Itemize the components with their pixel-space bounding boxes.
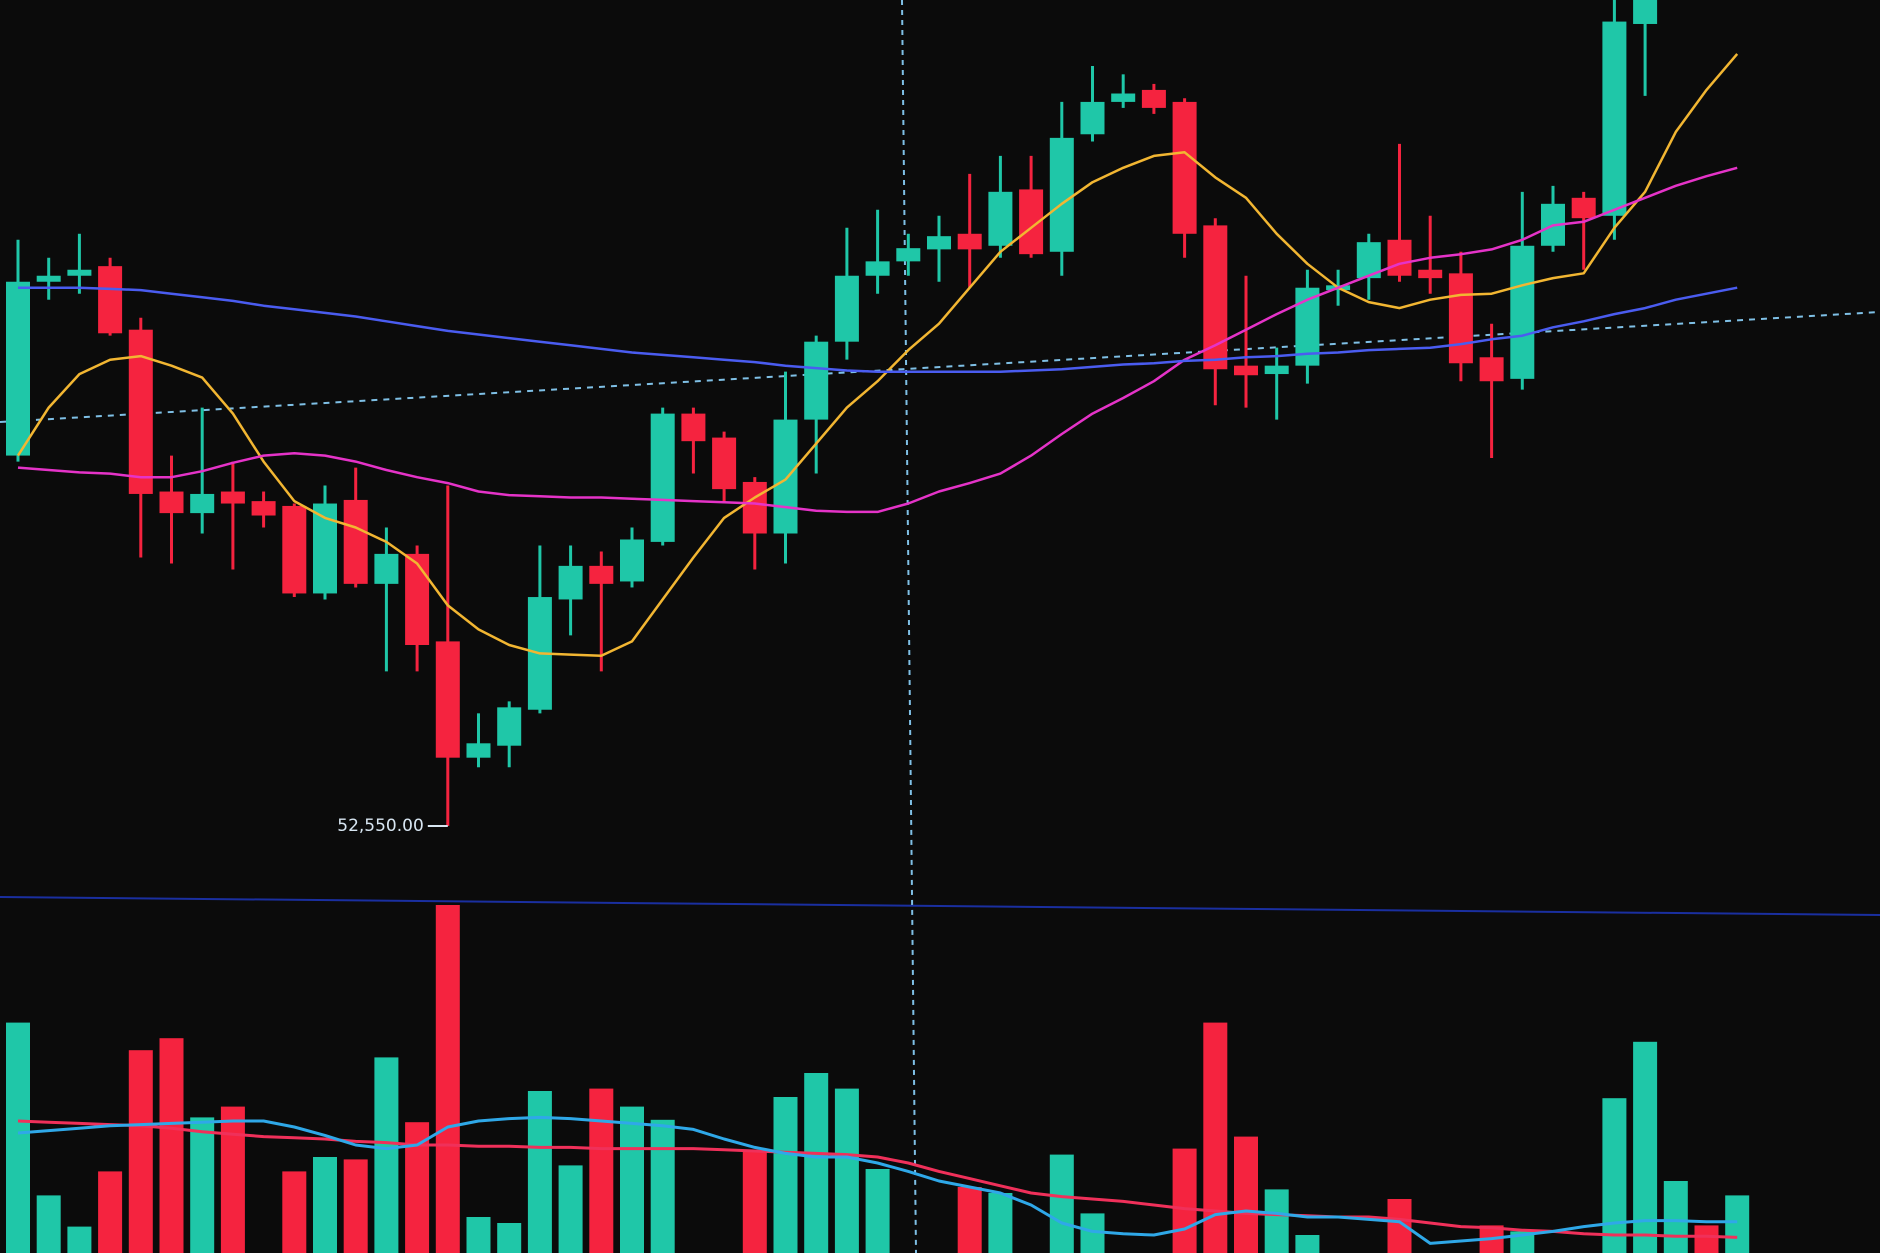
volume-bar <box>527 1091 552 1253</box>
pane-divider <box>0 896 1880 916</box>
volume-bar <box>558 1165 583 1253</box>
candle-body <box>36 275 61 282</box>
candle-body <box>1510 245 1535 379</box>
candle-body <box>98 266 123 334</box>
volume-bar <box>1049 1154 1074 1253</box>
candle-body <box>282 505 307 594</box>
volume-bar <box>1172 1148 1197 1253</box>
candle-body <box>405 553 430 645</box>
volume-bar <box>98 1171 123 1253</box>
volume-bar <box>405 1122 430 1253</box>
candle-body <box>1479 357 1504 382</box>
crosshair-horizontal <box>0 311 1880 423</box>
candle-body <box>896 248 921 262</box>
volume-bar <box>1602 1098 1627 1253</box>
volume-bar <box>834 1088 859 1253</box>
candle-body <box>1602 21 1627 216</box>
volume-pane <box>6 905 1750 1253</box>
low-label: 52,550.00 <box>337 816 424 836</box>
candle-body <box>1448 273 1473 364</box>
volume-bar <box>1633 1041 1658 1253</box>
candle-body <box>1418 269 1443 279</box>
candle-body <box>1633 0 1658 24</box>
volume-bar <box>67 1226 92 1253</box>
candle-body <box>957 233 982 250</box>
volume-bar <box>313 1157 337 1253</box>
candle-body <box>1080 101 1105 135</box>
volume-bar <box>435 905 460 1253</box>
candle-body <box>1264 365 1289 375</box>
candle-body <box>650 413 675 542</box>
candle-body <box>1172 101 1197 234</box>
volume-bar <box>6 1022 30 1253</box>
volume-bar <box>159 1038 184 1253</box>
volume-bar <box>220 1106 245 1253</box>
volume-bar <box>1295 1235 1320 1253</box>
candle-body <box>1203 225 1228 370</box>
candle-body <box>1111 93 1136 102</box>
candle-body <box>1234 365 1258 376</box>
volume-bar <box>190 1117 215 1253</box>
candle-body <box>865 261 890 276</box>
candle-body <box>435 641 460 758</box>
candle-body <box>1387 239 1412 276</box>
candle-body <box>1571 197 1596 219</box>
candle-body <box>128 329 153 494</box>
candle-body <box>804 341 829 420</box>
crosshair-vertical <box>901 0 917 1253</box>
volume-bar <box>128 1050 153 1253</box>
volume-bar <box>282 1171 307 1253</box>
candle-body <box>6 281 30 456</box>
volume-bar <box>466 1217 491 1253</box>
candle-body <box>988 191 1013 246</box>
moving-average-line <box>16 53 1739 658</box>
candle-body <box>927 236 951 250</box>
candle-body <box>466 743 491 758</box>
candle-body <box>343 499 368 584</box>
volume-bar <box>988 1193 1013 1253</box>
candle-body <box>681 413 706 442</box>
volume-bar <box>804 1073 829 1253</box>
candle-body <box>159 491 184 514</box>
volume-bar <box>620 1106 644 1253</box>
candle-body <box>374 553 399 584</box>
candle-body <box>497 707 522 746</box>
candle-body <box>834 275 859 342</box>
candle-body <box>220 491 245 504</box>
volume-bar <box>374 1057 399 1253</box>
volume-bar <box>497 1223 522 1253</box>
volume-bar <box>589 1088 614 1253</box>
volume-bar <box>1264 1189 1289 1253</box>
volume-bar <box>36 1195 61 1253</box>
candle-body <box>251 501 276 516</box>
candle-body <box>620 539 644 582</box>
candle-body <box>712 437 737 490</box>
moving-average-line <box>17 166 1738 514</box>
candle-body <box>589 565 614 584</box>
volume-bar <box>1725 1195 1750 1253</box>
volume-average-line <box>17 1115 1738 1245</box>
candle-body <box>1141 89 1166 108</box>
volume-bar <box>650 1119 675 1253</box>
volume-bar <box>773 1097 798 1253</box>
moving-average-line <box>18 286 1738 373</box>
volume-bar <box>957 1187 982 1253</box>
volume-bar <box>1663 1181 1688 1253</box>
volume-bar <box>1694 1225 1719 1253</box>
volume-bar <box>865 1169 890 1253</box>
volume-bar <box>742 1151 767 1253</box>
candle-body <box>742 481 767 534</box>
candle-body <box>190 493 215 514</box>
volume-bar <box>343 1159 368 1253</box>
candle-body <box>773 419 798 534</box>
candle-body <box>558 565 583 600</box>
candle-body <box>1049 137 1074 252</box>
candle-body <box>67 269 92 276</box>
volume-bar <box>1234 1136 1258 1253</box>
volume-average-line <box>17 1119 1738 1239</box>
price-pane: 52,550.00 <box>6 0 1739 836</box>
